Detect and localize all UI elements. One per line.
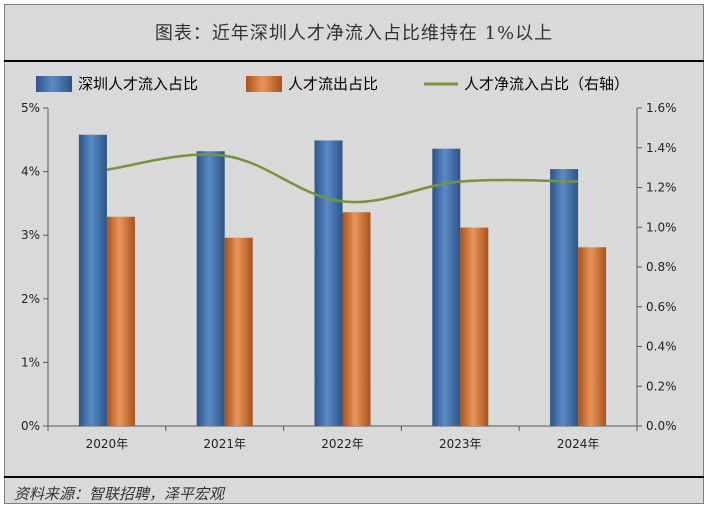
- x-tick-label: 2022年: [321, 437, 364, 451]
- y-left-tick-label: 5%: [21, 101, 40, 115]
- bar-outflow: [578, 247, 607, 426]
- chart-title: 图表：近年深圳人才净流入占比维持在 1%以上: [154, 23, 554, 44]
- legend-label-outflow: 人才流出占比: [288, 75, 378, 93]
- legend-swatch-outflow: [246, 76, 282, 92]
- x-tick-label: 2021年: [203, 437, 246, 451]
- y-right-tick-label: 1.4%: [646, 141, 677, 155]
- source-bar: 资料来源：智联招聘，泽平宏观: [4, 476, 704, 504]
- bar-inflow: [196, 151, 225, 427]
- y-right-tick-label: 0.6%: [646, 300, 677, 314]
- y-left-tick-label: 4%: [21, 165, 40, 179]
- y-left-tick-label: 0%: [21, 419, 40, 433]
- y-left-tick-label: 1%: [21, 355, 40, 369]
- y-right-tick-label: 0.8%: [646, 260, 677, 274]
- bar-inflow: [314, 140, 343, 426]
- y-left-tick-label: 3%: [21, 228, 40, 242]
- y-right-tick-label: 0.4%: [646, 340, 677, 354]
- legend-label-net: 人才净流入占比（右轴）: [464, 75, 629, 93]
- legend-swatch-inflow: [36, 76, 72, 92]
- bar-outflow: [106, 216, 135, 426]
- bar-inflow: [550, 169, 579, 426]
- bar-outflow: [224, 237, 253, 426]
- x-tick-label: 2020年: [86, 437, 129, 451]
- x-tick-label: 2023年: [439, 437, 482, 451]
- bar-outflow: [460, 227, 489, 426]
- y-right-tick-label: 1.0%: [646, 220, 677, 234]
- y-right-tick-label: 0.0%: [646, 419, 677, 433]
- bar-inflow: [432, 148, 461, 427]
- y-right-tick-label: 1.6%: [646, 101, 677, 115]
- bar-outflow: [342, 212, 371, 426]
- title-bar: 图表：近年深圳人才净流入占比维持在 1%以上: [4, 4, 704, 62]
- y-left-tick-label: 2%: [21, 292, 40, 306]
- series-line-net: [106, 153, 579, 204]
- y-right-tick-label: 1.2%: [646, 181, 677, 195]
- legend-label-inflow: 深圳人才流入占比: [78, 75, 198, 93]
- x-tick-label: 2024年: [557, 437, 600, 451]
- bar-inflow: [78, 134, 107, 426]
- y-right-tick-label: 0.2%: [646, 379, 677, 393]
- source-note: 资料来源：智联招聘，泽平宏观: [14, 485, 225, 503]
